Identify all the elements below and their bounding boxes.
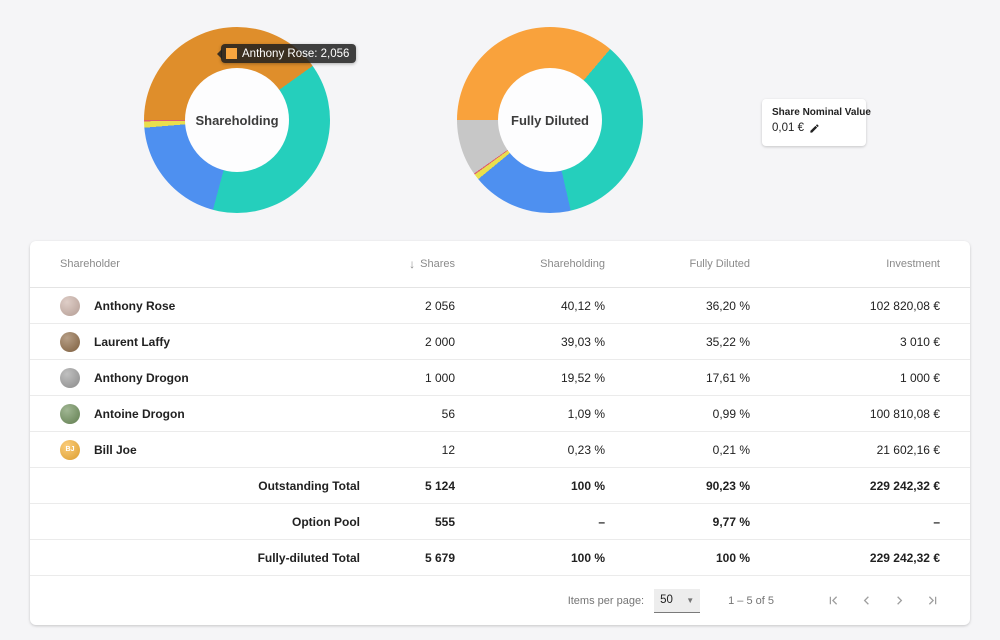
page-range-label: 1 – 5 of 5	[728, 594, 774, 607]
investment-value: 21 602,16 €	[876, 442, 940, 457]
table-row[interactable]: Anthony Drogon 1 000 19,52 % 17,61 % 1 0…	[30, 360, 970, 396]
shareholding-donut-hole: Shareholding	[185, 68, 289, 172]
chevron-left-icon	[859, 596, 874, 611]
nominal-value-title: Share Nominal Value	[772, 107, 871, 118]
table-header-row: Shareholder ↓ Shares Shareholding Fully …	[30, 241, 970, 288]
shareholding-value: 39,03 %	[560, 334, 605, 349]
fully-diluted-chart-title: Fully Diluted	[511, 112, 589, 128]
shareholder-name: Bill Joe	[94, 442, 137, 457]
last-page-icon	[925, 596, 940, 611]
first-page-icon	[826, 596, 841, 611]
shares-value: 2 000	[424, 334, 455, 349]
fully-diluted-donut-chart[interactable]: Fully Diluted	[457, 27, 643, 213]
table-row[interactable]: BJ Bill Joe 12 0,23 % 0,21 % 21 602,16 €	[30, 432, 970, 468]
pencil-icon	[809, 122, 820, 137]
total-shareholding: –	[598, 514, 605, 529]
share-nominal-value-card: Share Nominal Value 0,01 €	[762, 99, 871, 146]
col-header-shareholding: Shareholding	[540, 258, 605, 270]
fully-diluted-total-row: Fully-diluted Total 5 679 100 % 100 % 22…	[30, 540, 970, 576]
shareholder-name: Anthony Rose	[94, 298, 176, 313]
tooltip-color-swatch	[226, 48, 237, 59]
charts-section: Shareholding Anthony Rose: 2,056 Fully D…	[0, 0, 1000, 241]
last-page-button[interactable]	[925, 593, 940, 608]
shareholder-name: Anthony Drogon	[94, 370, 189, 385]
col-header-fully-diluted: Fully Diluted	[689, 258, 750, 270]
total-shareholding: 100 %	[570, 478, 605, 493]
tooltip-text: Anthony Rose: 2,056	[242, 47, 350, 60]
fully-diluted-donut-hole: Fully Diluted	[498, 68, 602, 172]
next-page-button[interactable]	[892, 593, 907, 608]
nominal-value: 0,01 €	[772, 122, 804, 134]
fully-diluted-value: 17,61 %	[705, 370, 750, 385]
total-fully-diluted: 90,23 %	[705, 478, 750, 493]
total-shares: 5 124	[424, 478, 455, 493]
items-per-page-label: Items per page:	[567, 594, 645, 607]
avatar: BJ	[60, 439, 80, 460]
outstanding-total-row: Outstanding Total 5 124 100 % 90,23 % 22…	[30, 468, 970, 504]
investment-value: 1 000 €	[899, 370, 940, 385]
col-header-shareholder: Shareholder	[60, 258, 120, 270]
chevron-right-icon	[892, 596, 907, 611]
shares-value: 56	[441, 406, 455, 421]
pagination-bar: Items per page: 50 ▼ 1 – 5 of 5	[30, 576, 970, 625]
shares-value: 12	[441, 442, 455, 457]
col-header-shares: Shares	[420, 258, 455, 270]
fully-diluted-value: 36,20 %	[705, 298, 750, 313]
sort-descending-icon: ↓	[409, 257, 416, 271]
total-shares: 5 679	[424, 550, 455, 565]
shareholding-value: 0,23 %	[567, 442, 605, 457]
page-size-value: 50	[660, 594, 673, 606]
shareholding-value: 1,09 %	[567, 406, 605, 421]
shareholding-value: 40,12 %	[560, 298, 605, 313]
total-label: Outstanding Total	[258, 478, 360, 493]
edit-nominal-value-button[interactable]	[809, 123, 820, 134]
investment-value: 102 820,08 €	[869, 298, 940, 313]
total-shares: 555	[434, 514, 455, 529]
investment-value: 100 810,08 €	[869, 406, 940, 421]
total-fully-diluted: 100 %	[715, 550, 750, 565]
shareholder-name: Laurent Laffy	[94, 334, 171, 349]
investment-value: 3 010 €	[899, 334, 940, 349]
shareholding-chart-title: Shareholding	[195, 112, 279, 128]
avatar	[60, 403, 80, 424]
col-header-investment: Investment	[886, 258, 940, 270]
fully-diluted-value: 35,22 %	[705, 334, 750, 349]
fully-diluted-value: 0,99 %	[712, 406, 750, 421]
total-label: Fully-diluted Total	[257, 550, 360, 565]
avatar	[60, 367, 80, 388]
page-size-select[interactable]: 50 ▼	[654, 588, 701, 613]
shares-value: 2 056	[424, 298, 455, 313]
total-investment: 229 242,32 €	[869, 550, 940, 565]
chart-tooltip: Anthony Rose: 2,056	[217, 44, 357, 63]
tooltip-caret	[212, 48, 222, 59]
total-investment: –	[933, 514, 940, 529]
shareholding-value: 19,52 %	[560, 370, 605, 385]
fully-diluted-value: 0,21 %	[712, 442, 750, 457]
shares-value: 1 000	[424, 370, 455, 385]
total-shareholding: 100 %	[570, 550, 605, 565]
previous-page-button[interactable]	[859, 593, 874, 608]
table-row[interactable]: Anthony Rose 2 056 40,12 % 36,20 % 102 8…	[30, 288, 970, 324]
table-row[interactable]: Laurent Laffy 2 000 39,03 % 35,22 % 3 01…	[30, 324, 970, 360]
total-fully-diluted: 9,77 %	[712, 514, 750, 529]
shareholder-name: Antoine Drogon	[94, 406, 185, 421]
avatar	[60, 331, 80, 352]
dropdown-arrow-icon: ▼	[686, 595, 695, 605]
total-label: Option Pool	[292, 514, 360, 529]
total-investment: 229 242,32 €	[869, 478, 940, 493]
table-row[interactable]: Antoine Drogon 56 1,09 % 0,99 % 100 810,…	[30, 396, 970, 432]
avatar	[60, 295, 80, 316]
cap-table-card: Shareholder ↓ Shares Shareholding Fully …	[30, 241, 970, 625]
option-pool-row: Option Pool 555 – 9,77 % –	[30, 504, 970, 540]
first-page-button[interactable]	[826, 593, 841, 608]
col-header-shares-sort[interactable]: ↓ Shares	[360, 257, 455, 271]
